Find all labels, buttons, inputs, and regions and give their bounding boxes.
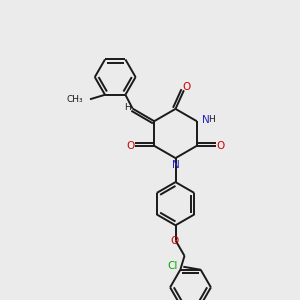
- Text: O: O: [171, 236, 179, 246]
- Text: N: N: [172, 160, 179, 170]
- Text: N: N: [202, 115, 210, 125]
- Text: H: H: [124, 103, 130, 112]
- Text: CH₃: CH₃: [67, 95, 83, 104]
- Text: O: O: [182, 82, 190, 92]
- Text: O: O: [127, 141, 135, 151]
- Text: H: H: [208, 116, 215, 124]
- Text: O: O: [216, 141, 224, 151]
- Text: Cl: Cl: [167, 261, 178, 271]
